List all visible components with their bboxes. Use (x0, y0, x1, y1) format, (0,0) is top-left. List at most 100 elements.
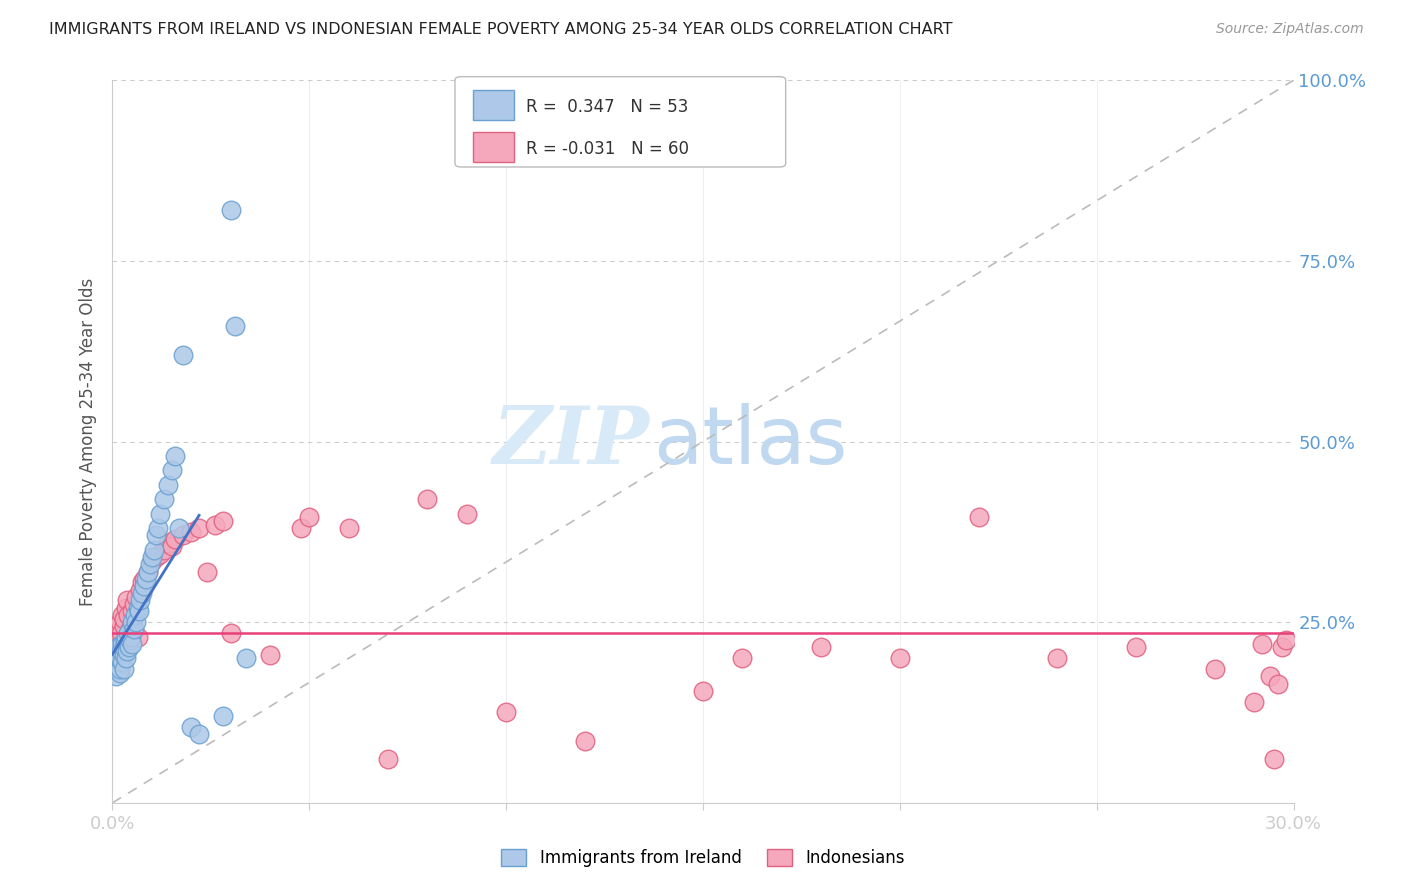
Point (111, 637, 134, 651)
Point (1271, 640, 1294, 655)
Point (377, 752, 399, 766)
Point (120, 630, 142, 644)
Point (160, 539, 183, 553)
Point (1251, 637, 1274, 651)
Point (416, 492, 439, 507)
Point (122, 623, 145, 637)
Point (142, 542, 165, 557)
Point (132, 579, 155, 593)
Point (125, 590, 148, 604)
Point (124, 607, 146, 622)
Point (107, 640, 129, 655)
Point (1125, 640, 1147, 655)
Point (111, 607, 134, 622)
Point (219, 203, 242, 218)
Point (132, 572, 155, 586)
Point (1243, 695, 1265, 709)
Point (105, 630, 128, 644)
Text: R = -0.031   N = 60: R = -0.031 N = 60 (526, 140, 689, 158)
Point (235, 651, 257, 665)
Point (131, 586, 153, 600)
Point (1263, 752, 1285, 766)
Point (121, 604, 143, 618)
Point (136, 565, 159, 579)
Point (967, 510, 990, 524)
Point (135, 572, 157, 586)
Point (1274, 633, 1296, 648)
Point (104, 651, 127, 665)
Point (125, 615, 148, 630)
Text: R =  0.347   N = 53: R = 0.347 N = 53 (526, 98, 688, 116)
Point (115, 600, 138, 615)
Point (172, 348, 194, 362)
Point (290, 521, 312, 535)
Point (105, 637, 128, 651)
Point (136, 565, 159, 579)
Point (121, 637, 143, 651)
Point (1046, 651, 1069, 665)
Point (141, 554, 163, 568)
Point (1204, 662, 1226, 676)
Point (156, 535, 179, 549)
Point (128, 604, 150, 618)
Point (120, 633, 142, 648)
Point (114, 633, 136, 648)
Point (259, 648, 281, 662)
Point (115, 651, 138, 665)
Text: atlas: atlas (654, 402, 848, 481)
Point (107, 640, 129, 655)
Point (298, 510, 321, 524)
Point (180, 524, 202, 539)
Point (456, 507, 478, 521)
Point (108, 623, 131, 637)
FancyBboxPatch shape (456, 77, 786, 167)
Point (165, 449, 187, 463)
Point (149, 507, 172, 521)
Point (165, 532, 187, 546)
Point (110, 626, 132, 640)
Point (112, 648, 135, 662)
Point (495, 706, 517, 720)
Point (188, 727, 211, 741)
Bar (472, 90, 515, 120)
Point (1258, 669, 1281, 683)
Point (117, 637, 139, 651)
Point (224, 318, 246, 333)
Point (122, 597, 145, 611)
Point (219, 626, 242, 640)
Point (731, 651, 754, 665)
Point (120, 623, 142, 637)
Point (117, 626, 139, 640)
Point (152, 542, 174, 557)
Point (105, 658, 128, 673)
Point (129, 582, 152, 597)
Point (172, 528, 194, 542)
Point (160, 463, 183, 477)
Point (107, 651, 129, 665)
Point (118, 640, 141, 655)
Point (112, 640, 135, 655)
Point (141, 550, 163, 565)
Point (152, 492, 174, 507)
Point (127, 600, 149, 615)
Point (337, 521, 360, 535)
Point (145, 528, 167, 542)
Point (127, 630, 149, 644)
Point (692, 683, 714, 698)
Point (810, 640, 832, 655)
Point (115, 630, 138, 644)
Point (112, 662, 135, 676)
Point (146, 521, 169, 535)
Point (129, 593, 152, 607)
Point (131, 575, 153, 590)
Point (112, 619, 135, 633)
Point (121, 615, 143, 630)
Point (195, 565, 218, 579)
Point (180, 720, 202, 734)
Point (574, 734, 596, 748)
Point (169, 521, 191, 535)
Y-axis label: Female Poverty Among 25-34 Year Olds: Female Poverty Among 25-34 Year Olds (79, 277, 97, 606)
Point (110, 615, 132, 630)
Text: Source: ZipAtlas.com: Source: ZipAtlas.com (1216, 22, 1364, 37)
Point (211, 514, 233, 528)
